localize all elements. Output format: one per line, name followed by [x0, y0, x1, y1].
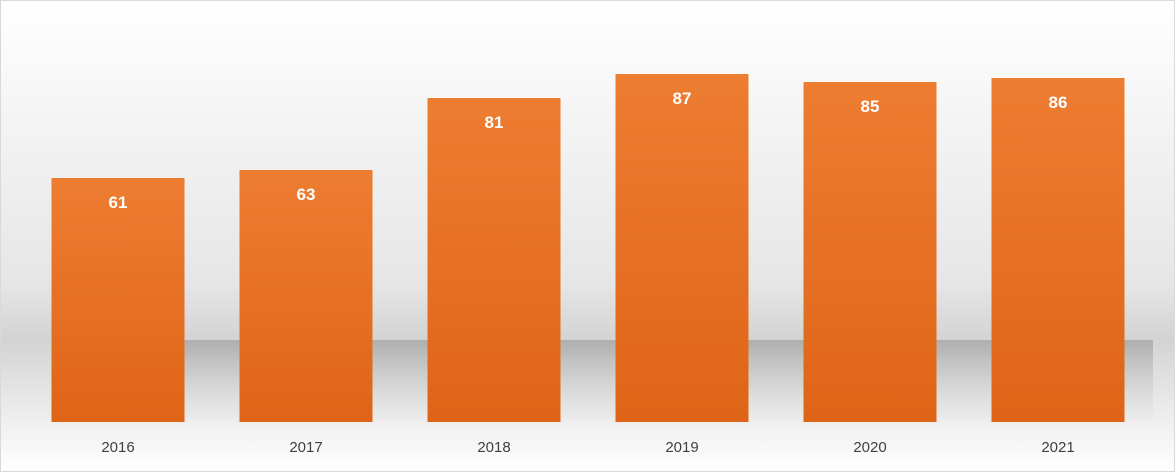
bar-2018 — [427, 98, 561, 422]
x-tick-label-2020: 2020 — [853, 439, 886, 456]
data-label-2021: 86 — [1049, 93, 1068, 112]
bar-2019 — [615, 74, 749, 422]
x-tick-label-2018: 2018 — [477, 439, 510, 456]
data-label-2020: 85 — [861, 97, 880, 116]
x-tick-label-2019: 2019 — [665, 439, 698, 456]
x-tick-label-2017: 2017 — [289, 439, 322, 456]
data-label-2018: 81 — [485, 113, 504, 132]
x-axis-ticks: 2016 2017 2018 2019 2020 2021 — [101, 439, 1074, 456]
data-labels-layer: 61 63 81 87 85 86 — [109, 89, 1068, 212]
x-tick-label-2021: 2021 — [1041, 439, 1074, 456]
bar-2020 — [803, 82, 937, 422]
bar-2016 — [51, 178, 185, 422]
data-label-2019: 87 — [673, 89, 692, 108]
bar-2017 — [239, 170, 373, 422]
data-label-2016: 61 — [109, 193, 128, 212]
bars-layer — [51, 74, 1125, 422]
data-label-2017: 63 — [297, 185, 316, 204]
x-tick-label-2016: 2016 — [101, 439, 134, 456]
bar-2021 — [991, 78, 1125, 422]
